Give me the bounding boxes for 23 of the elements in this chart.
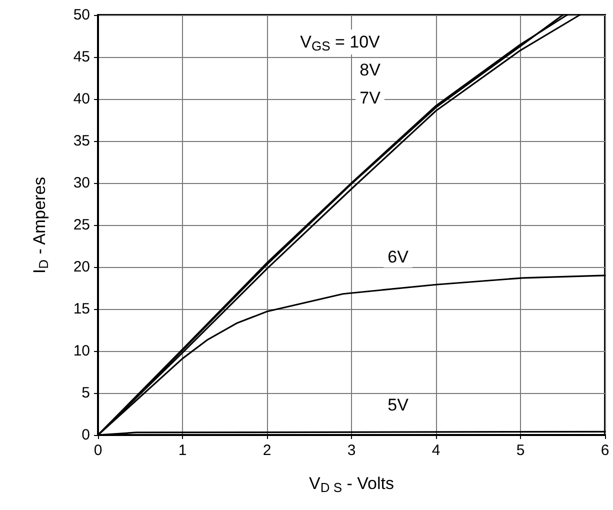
annotation: 7V (360, 88, 382, 108)
y-tick-label: 40 (73, 90, 90, 108)
annotation: 8V (360, 60, 382, 80)
y-tick-label: 10 (73, 342, 90, 360)
annotation: 6V (388, 248, 410, 266)
y-tick-label: 25 (73, 216, 90, 234)
y-tick-label: 30 (73, 174, 90, 192)
y-tick-label: 50 (73, 6, 90, 24)
y-tick-label: 15 (73, 300, 90, 318)
y-tick-label: 0 (82, 426, 90, 444)
x-tick-label: 1 (178, 442, 187, 459)
y-axis-title: ID - Amperes (30, 176, 51, 274)
x-tick-label: 5 (516, 442, 525, 459)
x-tick-label: 0 (94, 442, 102, 459)
y-tick-label: 20 (73, 258, 90, 276)
annotation: 5V (388, 396, 410, 414)
x-tick-label: 4 (432, 442, 440, 459)
y-tick-label: 35 (73, 132, 90, 150)
y-tick-label: 45 (73, 48, 90, 66)
y-tick-label: 5 (82, 384, 90, 402)
x-tick-label: 3 (347, 442, 356, 459)
x-tick-label: 6 (600, 442, 610, 459)
x-tick-label: 2 (262, 442, 272, 459)
